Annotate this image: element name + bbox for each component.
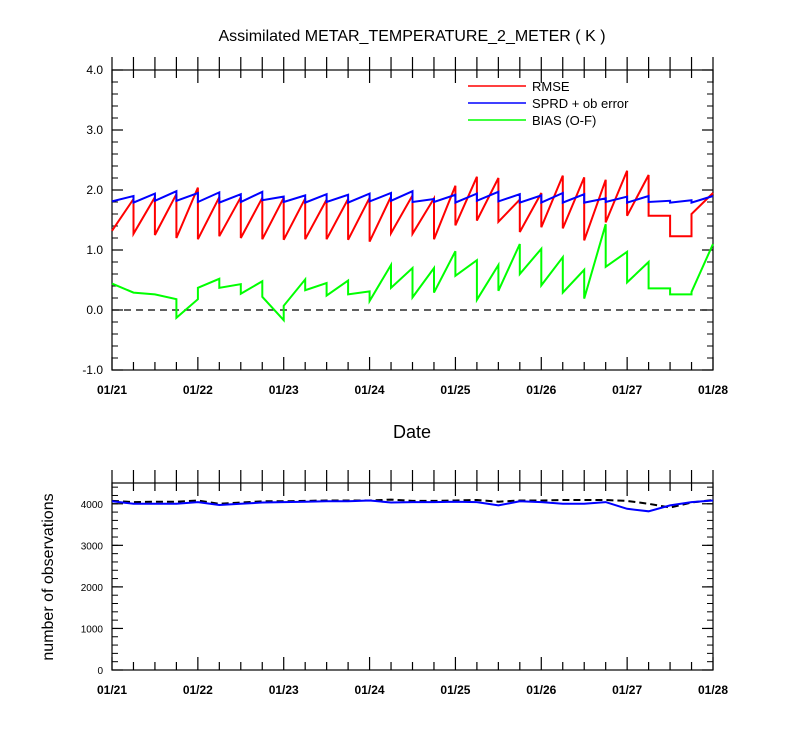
y-tick-label: 1.0	[86, 243, 103, 257]
x-tick-label: 01/22	[183, 383, 213, 397]
y-axis-label-bottom: number of observations	[40, 493, 57, 660]
x-tick-label: 01/26	[526, 683, 556, 697]
legend-label-rmse: RMSE	[532, 79, 570, 94]
series-bias-o-f	[111, 223, 714, 323]
y-tick-label: 4.0	[86, 63, 103, 77]
x-tick-label: 01/23	[269, 683, 299, 697]
y-tick-label: 0.0	[86, 303, 103, 317]
x-axis-label: Date	[393, 422, 431, 442]
x-tick-label: 01/28	[698, 383, 728, 397]
x-tick-label: 01/28	[698, 683, 728, 697]
y-tick-label: 2000	[81, 583, 104, 594]
plot-frame	[111, 482, 714, 671]
x-tick-label: 01/25	[440, 383, 470, 397]
x-tick-label: 01/24	[355, 683, 385, 697]
series-dashed-line	[111, 498, 714, 509]
x-tick-label: 01/21	[97, 683, 127, 697]
x-tick-label: 01/27	[612, 683, 642, 697]
bottom-chart: 01/21 01/22 01/23 01/24 01/25 01/26 01/27 01/28…	[81, 470, 728, 697]
y-tick-label: 3.0	[86, 123, 103, 137]
x-tick-label: 01/21	[97, 383, 127, 397]
chart-title: Assimilated METAR_TEMPERATURE_2_METER ( …	[218, 28, 605, 45]
x-tick-label: 01/25	[440, 683, 470, 697]
x-tick-label: 01/22	[183, 683, 213, 697]
legend-label-bias: BIAS (O-F)	[532, 113, 596, 128]
series-rmse	[111, 170, 714, 243]
top-chart: 01/21 01/22 01/23 01/24 01/25 01/26 01/27 01/28…	[82, 57, 728, 397]
y-tick-label: 4000	[81, 500, 104, 511]
y-tick-label: 1000	[81, 624, 104, 635]
legend-label-sprd: SPRD + ob error	[532, 96, 629, 111]
series-solid-line	[111, 499, 714, 513]
x-tick-label: 01/27	[612, 383, 642, 397]
y-tick-label: 2.0	[86, 183, 103, 197]
legend-item-bias: BIAS (O-F)	[468, 113, 596, 128]
x-tick-label: 01/24	[355, 383, 385, 397]
series-sprd-ob-error	[111, 189, 714, 205]
legend-item-rmse: RMSE	[468, 79, 570, 94]
y-tick-label: -1.0	[82, 363, 103, 377]
legend-item-sprd: SPRD + ob error	[468, 96, 629, 111]
y-tick-label: 3000	[81, 541, 104, 552]
x-tick-label: 01/23	[269, 383, 299, 397]
legend: RMSE SPRD + ob error BIAS (O-F)	[468, 79, 629, 128]
y-tick-label: 0	[97, 666, 103, 677]
x-tick-label: 01/26	[526, 383, 556, 397]
